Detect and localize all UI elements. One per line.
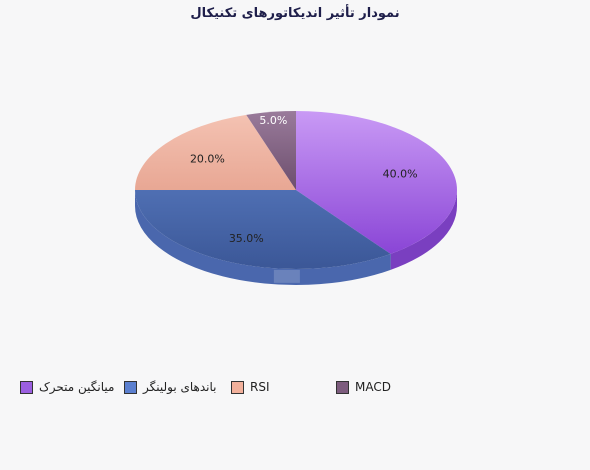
legend-swatch: [336, 380, 349, 394]
pie-side-highlight: [273, 269, 300, 283]
legend-item: RSI: [231, 378, 270, 396]
legend: میانگین متحرک باندهای بولینگر RSI MACD: [0, 378, 590, 398]
pie-data-label: 5.0%: [259, 114, 287, 127]
pie-slice-side: [390, 190, 457, 270]
pie-data-label: 35.0%: [229, 232, 264, 245]
legend-item: MACD: [336, 378, 391, 396]
pie-data-label: 40.0%: [383, 167, 418, 180]
legend-item: میانگین متحرک: [20, 378, 114, 396]
legend-item: باندهای بولینگر: [124, 378, 217, 396]
legend-label: RSI: [250, 380, 270, 394]
pie-slice: [246, 111, 296, 190]
pie-data-labels: 40.0% 35.0% 20.0% 5.0%: [190, 114, 418, 245]
legend-label: MACD: [355, 380, 391, 394]
chart-title: نمودار تأثیر اندیکاتورهای تکنیکال: [190, 6, 400, 21]
legend-label: میانگین متحرک: [39, 380, 115, 394]
pie-slice-side: [135, 190, 391, 286]
pie-slice: [296, 111, 458, 254]
pie-slices: [135, 111, 458, 269]
legend-label: باندهای بولینگر: [143, 380, 217, 394]
pie-slice: [135, 190, 391, 269]
pie-slice: [135, 114, 296, 190]
legend-swatch: [231, 380, 244, 394]
legend-swatch: [124, 380, 137, 394]
pie-sides: [135, 190, 457, 286]
pie-data-label: 20.0%: [190, 152, 225, 165]
legend-swatch: [20, 380, 33, 394]
